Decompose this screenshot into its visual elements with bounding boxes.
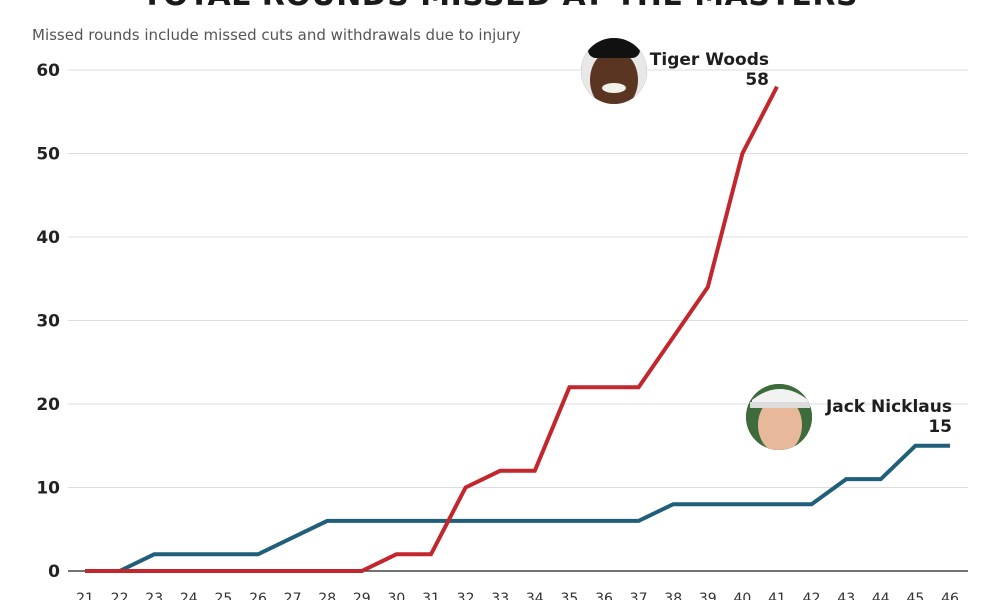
series-line-jack-nicklaus [85, 443, 950, 573]
y-axis-ticks: 0 10 20 30 40 50 60 [36, 61, 60, 582]
x-tick-label: 24 [180, 591, 198, 600]
x-tick-label: 26 [249, 591, 267, 600]
y-tick-label: 20 [36, 395, 60, 415]
series-line-tiger-woods [85, 85, 779, 573]
series-lines [85, 85, 950, 573]
x-tick-label: 29 [353, 591, 371, 600]
x-tick-label: 22 [111, 591, 129, 600]
x-tick-label: 37 [630, 591, 648, 600]
gridlines [68, 69, 968, 572]
jack-nicklaus-value-label: 15 [928, 417, 952, 437]
y-tick-label: 40 [36, 228, 60, 248]
x-tick-label: 46 [941, 591, 959, 600]
chart-title: TOTAL ROUNDS MISSED AT THE MASTERS [0, 0, 1000, 13]
x-tick-label: 38 [664, 591, 682, 600]
tiger-woods-name-label: Tiger Woods [650, 50, 769, 70]
x-tick-label: 33 [491, 591, 509, 600]
x-tick-label: 42 [803, 591, 821, 600]
x-tick-label: 44 [872, 591, 890, 600]
x-axis-ticks: 21 22 23 24 25 26 27 28 29 30 31 32 33 34 35 36 37 38 39 40… [76, 591, 959, 600]
tiger-woods-value-label: 58 [745, 70, 769, 90]
x-tick-label: 39 [699, 591, 717, 600]
x-tick-label: 25 [214, 591, 232, 600]
x-tick-label: 32 [457, 591, 475, 600]
x-tick-label: 43 [837, 591, 855, 600]
y-tick-label: 0 [48, 562, 60, 582]
x-tick-label: 30 [387, 591, 405, 600]
y-tick-label: 30 [36, 312, 60, 332]
x-tick-label: 31 [422, 591, 440, 600]
tiger-woods-avatar [581, 38, 647, 104]
x-tick-label: 41 [768, 591, 786, 600]
x-tick-label: 45 [906, 591, 924, 600]
x-tick-label: 34 [526, 591, 544, 600]
x-tick-label: 27 [284, 591, 302, 600]
y-tick-label: 10 [36, 479, 60, 499]
jack-nicklaus-name-label: Jack Nicklaus [825, 397, 952, 417]
x-tick-label: 40 [733, 591, 751, 600]
jack-nicklaus-avatar [746, 384, 812, 450]
chart-subtitle: Missed rounds include missed cuts and wi… [32, 26, 521, 44]
x-tick-label: 28 [318, 591, 336, 600]
x-tick-label: 23 [145, 591, 163, 600]
x-tick-label: 35 [560, 591, 578, 600]
x-tick-label: 21 [76, 591, 94, 600]
y-tick-label: 50 [36, 145, 60, 165]
y-tick-label: 60 [36, 61, 60, 81]
x-tick-label: 36 [595, 591, 613, 600]
